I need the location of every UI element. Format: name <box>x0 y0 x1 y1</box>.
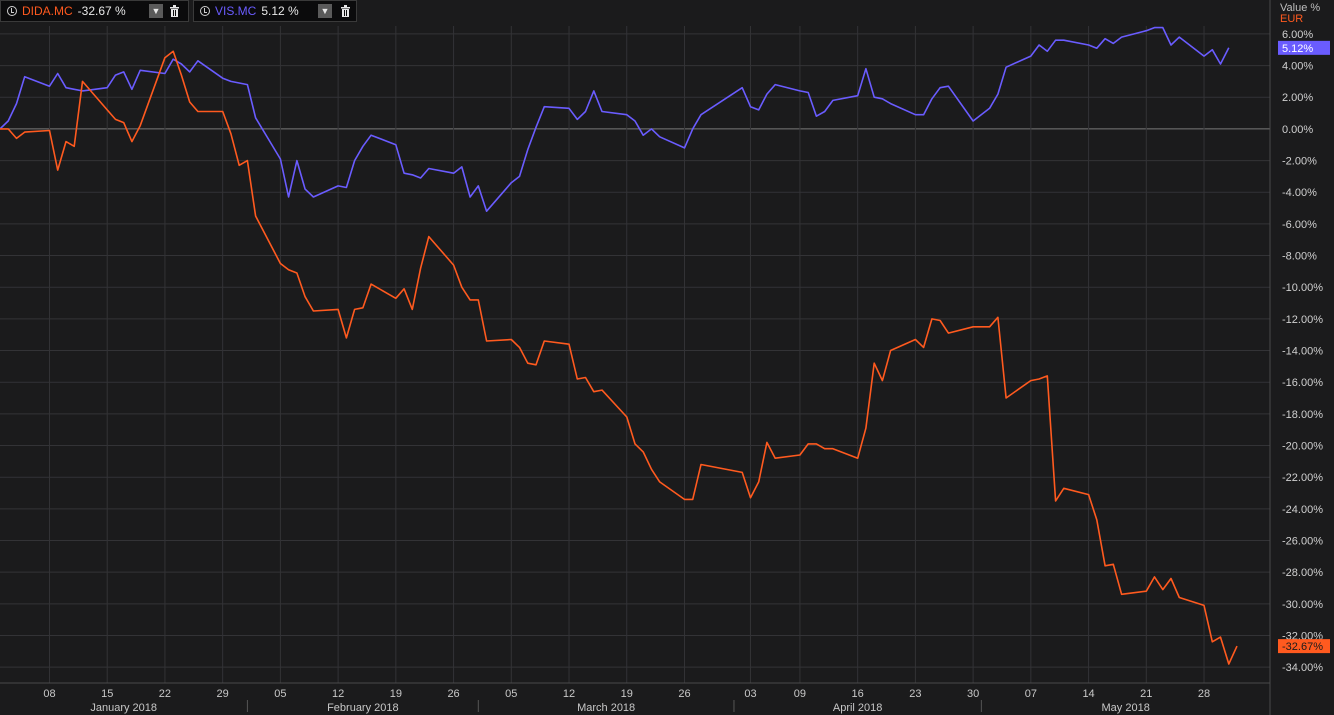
legend-value: -32.67 % <box>77 4 126 18</box>
clock-icon[interactable] <box>7 6 17 16</box>
x-tick-label: 21 <box>1140 688 1152 700</box>
y-tick-label: -34.00% <box>1282 662 1323 674</box>
y-tick-label: -28.00% <box>1282 567 1323 579</box>
y-tick-label: -30.00% <box>1282 599 1323 611</box>
x-tick-label: 26 <box>678 688 690 700</box>
clock-icon[interactable] <box>200 6 210 16</box>
y-tick-label: -18.00% <box>1282 409 1323 421</box>
y-tick-label: -8.00% <box>1282 251 1317 263</box>
series-lines <box>0 26 1238 665</box>
axis-labels: 6.00% 4.00% 2.00% 0.00% -2.00% -4.00% -6.00% -8… <box>43 29 1323 714</box>
legend-dida[interactable]: DIDA.MC -32.67 % ▼ <box>0 0 189 22</box>
x-tick-label: 15 <box>101 688 113 700</box>
axis-currency-label: EUR <box>1280 13 1304 25</box>
chevron-down-icon[interactable]: ▼ <box>318 4 332 18</box>
month-label: January 2018 <box>90 702 157 714</box>
last-value-flags: 5.12% -32.67% <box>1278 40 1330 654</box>
month-label: April 2018 <box>833 702 883 714</box>
x-tick-label: 05 <box>505 688 517 700</box>
y-tick-label: -24.00% <box>1282 504 1323 516</box>
x-tick-label: 08 <box>43 688 55 700</box>
legend-ticker: VIS.MC <box>215 4 257 18</box>
x-tick-label: 16 <box>852 688 864 700</box>
month-label: March 2018 <box>577 702 635 714</box>
trash-icon[interactable] <box>338 4 352 18</box>
y-tick-label: 2.00% <box>1282 92 1313 104</box>
y-tick-label: -2.00% <box>1282 156 1317 168</box>
y-tick-label: -12.00% <box>1282 314 1323 326</box>
chevron-down-icon[interactable]: ▼ <box>149 4 163 18</box>
x-tick-label: 03 <box>744 688 756 700</box>
y-tick-label: -14.00% <box>1282 346 1323 358</box>
trash-icon[interactable] <box>167 4 181 18</box>
x-tick-label: 22 <box>159 688 171 700</box>
y-tick-label: 4.00% <box>1282 61 1313 73</box>
x-tick-label: 26 <box>447 688 459 700</box>
y-tick-label: -20.00% <box>1282 441 1323 453</box>
y-tick-label: 6.00% <box>1282 29 1313 41</box>
series-line-dida-mc <box>0 50 1238 665</box>
x-tick-label: 12 <box>563 688 575 700</box>
x-tick-label: 30 <box>967 688 979 700</box>
x-tick-label: 29 <box>217 688 229 700</box>
grid-lines <box>0 0 1271 715</box>
last-value-flag <box>1278 639 1330 654</box>
x-tick-label: 09 <box>794 688 806 700</box>
legend-value: 5.12 % <box>261 4 299 18</box>
month-label: February 2018 <box>327 702 399 714</box>
y-tick-label: -16.00% <box>1282 377 1323 389</box>
last-value-label: 5.12% <box>1282 43 1313 55</box>
x-tick-label: 12 <box>332 688 344 700</box>
x-tick-label: 14 <box>1082 688 1094 700</box>
x-tick-label: 23 <box>909 688 921 700</box>
axis-value-label: Value % <box>1280 2 1321 14</box>
legend-ticker: DIDA.MC <box>22 4 73 18</box>
legend-vis[interactable]: VIS.MC 5.12 % ▼ <box>193 0 357 22</box>
x-tick-label: 05 <box>274 688 286 700</box>
y-tick-label: 0.00% <box>1282 124 1313 136</box>
x-tick-label: 07 <box>1025 688 1037 700</box>
y-tick-label: -26.00% <box>1282 536 1323 548</box>
x-tick-label: 19 <box>621 688 633 700</box>
last-value-flag <box>1278 40 1330 55</box>
y-tick-label: -4.00% <box>1282 187 1317 199</box>
month-label: May 2018 <box>1102 702 1150 714</box>
x-tick-label: 19 <box>390 688 402 700</box>
y-tick-label: -22.00% <box>1282 472 1323 484</box>
y-tick-label: -6.00% <box>1282 219 1317 231</box>
series-line-vis-mc <box>0 26 1230 212</box>
last-value-label: -32.67% <box>1282 641 1323 653</box>
x-tick-label: 28 <box>1198 688 1210 700</box>
y-tick-label: -10.00% <box>1282 282 1323 294</box>
